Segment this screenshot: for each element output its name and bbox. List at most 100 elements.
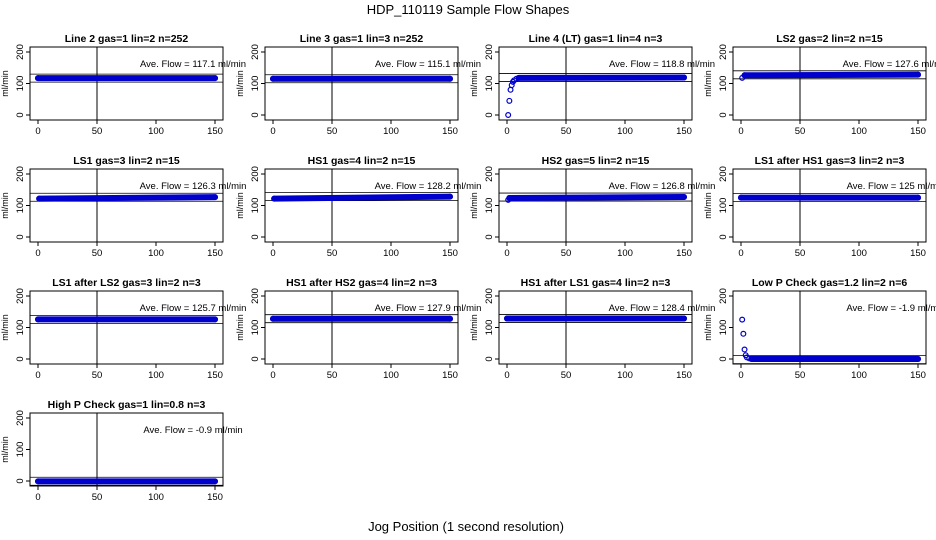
chart-title: High P Check gas=1 lin=0.8 n=3 — [48, 399, 206, 411]
data-point — [508, 82, 515, 89]
data-point — [680, 74, 687, 81]
x-tick-label: 100 — [617, 248, 633, 259]
plot-frame — [264, 168, 459, 243]
y-axis-label: ml/min — [703, 192, 713, 219]
y-tick-label: 200 — [15, 288, 26, 304]
y-tick-label: 0 — [15, 112, 26, 117]
x-tick-label: 50 — [795, 126, 806, 137]
y-axis-label: ml/min — [703, 314, 713, 341]
chart-panel: HS2 gas=5 lin=2 n=15 ml/min 0 50 100 150 0 100 2… — [469, 155, 715, 259]
x-tick-label: 0 — [270, 248, 275, 259]
average-flow-annotation: Ave. Flow = 115.1 ml/min — [375, 59, 481, 70]
x-tick-label: 100 — [148, 492, 164, 503]
y-tick-label: 100 — [718, 198, 729, 214]
y-tick-label: 100 — [250, 76, 261, 92]
x-tick-label: 0 — [738, 370, 743, 381]
y-tick-label: 100 — [484, 198, 495, 214]
chart-title: HS1 after HS2 gas=4 lin=2 n=3 — [286, 277, 437, 289]
plot-frame — [264, 46, 459, 121]
x-tick-label: 100 — [617, 370, 633, 381]
x-tick-label: 50 — [795, 248, 806, 259]
y-axis-label: ml/min — [0, 314, 10, 341]
chart-title: Line 3 gas=1 lin=3 n=252 — [300, 33, 424, 45]
y-tick-label: 200 — [250, 166, 261, 182]
average-flow-annotation: Ave. Flow = -0.9 ml/min — [143, 425, 242, 436]
x-tick-label: 150 — [207, 248, 223, 259]
data-point-run — [506, 193, 687, 201]
y-tick-label: 0 — [484, 356, 495, 361]
y-tick-label: 100 — [15, 442, 26, 458]
data-point — [270, 75, 277, 82]
x-tick-label: 100 — [617, 126, 633, 137]
x-tick-label: 150 — [207, 126, 223, 137]
chart-title: Line 4 (LT) gas=1 lin=4 n=3 — [529, 33, 663, 45]
x-tick-label: 150 — [676, 370, 692, 381]
x-tick-label: 0 — [270, 126, 275, 137]
y-axis-label: ml/min — [469, 70, 479, 97]
x-tick-label: 0 — [35, 126, 40, 137]
data-point — [212, 316, 219, 323]
x-tick-label: 100 — [383, 126, 399, 137]
average-flow-annotation: Ave. Flow = 118.8 ml/min — [609, 59, 715, 70]
x-tick-label: 150 — [442, 370, 458, 381]
plot-frame — [498, 168, 693, 243]
y-tick-label: 0 — [15, 356, 26, 361]
average-flow-annotation: Ave. Flow = 128.2 ml/min — [375, 181, 482, 192]
y-tick-label: 200 — [250, 288, 261, 304]
data-point — [507, 86, 514, 93]
plot-frame — [732, 290, 927, 365]
data-point — [741, 72, 748, 79]
chart-panel: LS1 gas=3 lin=2 n=15 ml/min 0 50 100 150 0 100 2… — [0, 155, 246, 259]
y-tick-label: 0 — [250, 112, 261, 117]
data-point — [447, 193, 454, 200]
data-point-run — [271, 193, 453, 202]
x-tick-label: 0 — [504, 126, 509, 137]
average-flow-annotation: Ave. Flow = 125.7 ml/min — [140, 303, 247, 314]
y-tick-label: 0 — [15, 234, 26, 239]
y-tick-label: 200 — [250, 44, 261, 60]
x-tick-label: 150 — [442, 248, 458, 259]
data-point — [34, 75, 41, 82]
plot-frame — [29, 46, 224, 121]
average-flow-annotation: Ave. Flow = 126.8 ml/min — [609, 181, 716, 192]
figure-title: HDP_110119 Sample Flow Shapes — [367, 2, 570, 17]
x-tick-label: 100 — [148, 126, 164, 137]
y-axis-label: ml/min — [0, 192, 10, 219]
average-flow-annotation: Ave. Flow = 128.4 ml/min — [609, 303, 716, 314]
x-tick-label: 100 — [383, 248, 399, 259]
average-flow-annotation: Ave. Flow = 127.9 ml/min — [375, 303, 482, 314]
data-point-run — [741, 71, 921, 79]
chart-title: Line 2 gas=1 lin=2 n=252 — [65, 33, 189, 45]
data-point — [680, 315, 687, 322]
y-tick-label: 200 — [718, 288, 729, 304]
plot-frame — [732, 46, 927, 121]
chart-panel: LS1 after HS1 gas=3 lin=2 n=3 ml/min 0 50 10… — [703, 155, 936, 259]
plot-frame — [29, 168, 224, 243]
x-tick-label: 0 — [270, 370, 275, 381]
average-flow-annotation: Ave. Flow = 127.6 ml/min — [843, 59, 936, 70]
data-point — [506, 97, 513, 104]
data-point — [737, 194, 744, 201]
x-tick-label: 100 — [851, 126, 867, 137]
average-flow-annotation: Ave. Flow = -1.9 ml/min — [846, 303, 936, 314]
plot-frame — [498, 46, 693, 121]
data-point — [505, 111, 512, 118]
x-tick-label: 150 — [442, 126, 458, 137]
data-point — [504, 315, 511, 322]
data-point — [741, 346, 748, 353]
chart-title: HS1 gas=4 lin=2 n=15 — [308, 155, 416, 167]
x-tick-label: 150 — [207, 492, 223, 503]
y-axis-label: ml/min — [0, 70, 10, 97]
chart-panel: HS1 gas=4 lin=2 n=15 ml/min 0 50 100 150 0 100 2… — [235, 155, 481, 259]
data-point — [212, 75, 219, 82]
x-tick-label: 50 — [327, 248, 338, 259]
y-axis-label: ml/min — [235, 314, 245, 341]
x-tick-label: 0 — [35, 492, 40, 503]
x-tick-label: 50 — [561, 248, 572, 259]
plot-frame — [732, 168, 927, 243]
y-tick-label: 100 — [15, 198, 26, 214]
y-tick-label: 0 — [718, 356, 729, 361]
x-tick-label: 50 — [92, 248, 103, 259]
x-tick-label: 150 — [910, 370, 926, 381]
